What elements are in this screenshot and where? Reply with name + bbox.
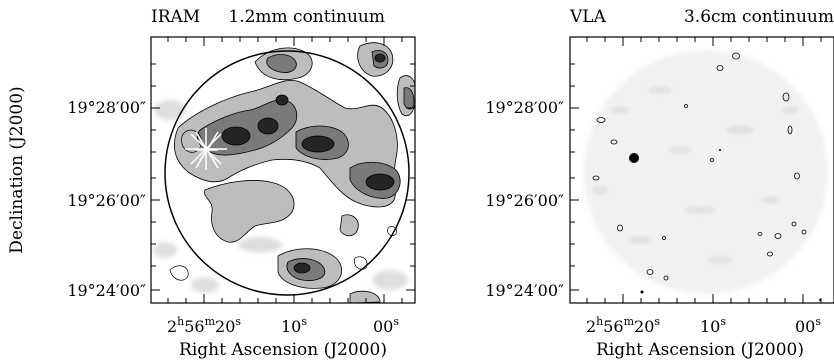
panel-title-band: 3.6cm continuum [684,7,834,27]
y-tick-label: 19°28′00″ [67,98,146,117]
y-tick-label: 19°24′00″ [67,281,146,300]
panel-iram: IRAM 1.2mm continuum [67,7,416,360]
panel-vla: VLA 3.6cm continuum [485,7,834,360]
y-axis-label: Declination (J2000) [7,86,27,253]
primary-beam-circle [164,50,410,296]
x-tick-label: 10s [281,315,307,336]
x-axis-label: Right Ascension (J2000) [179,340,387,360]
panel-title-instrument: VLA [569,7,607,27]
x-tick-label: 2h56m20s [167,315,241,336]
x-axis-label: Right Ascension (J2000) [596,340,804,360]
x-tick-label: 00s [795,315,821,336]
y-tick-label: 19°26′00″ [67,191,146,210]
panel-title-band: 1.2mm continuum [228,7,385,27]
x-tick-label: 2h56m20s [586,315,660,336]
continuum-map [153,42,415,303]
plot-frame [150,36,416,304]
plot-frame [569,36,834,304]
y-tick-label: 19°28′00″ [485,98,564,117]
continuum-map [584,50,828,301]
x-tick-label: 00s [373,315,399,336]
y-tick-label: 19°26′00″ [485,191,564,210]
panel-title-instrument: IRAM [151,7,200,27]
y-tick-label: 19°24′00″ [485,281,564,300]
x-tick-label: 10s [700,315,726,336]
